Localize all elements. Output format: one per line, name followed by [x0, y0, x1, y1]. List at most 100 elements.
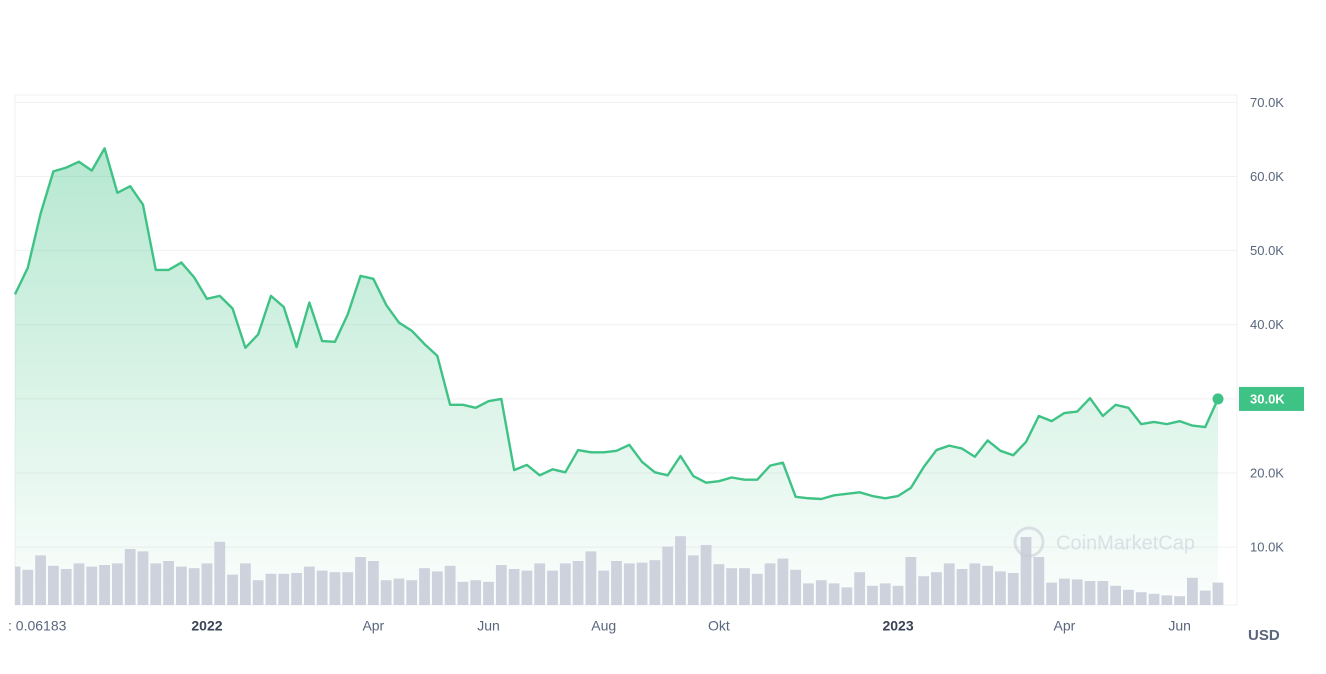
volume-bar: [1033, 557, 1045, 605]
volume-bar: [73, 563, 85, 605]
volume-bar: [201, 563, 213, 605]
volume-bar: [188, 568, 200, 605]
volume-bar: [124, 549, 136, 605]
volume-bar: [35, 555, 46, 605]
volume-bar: [1187, 577, 1198, 605]
volume-bar: [572, 561, 584, 605]
volume-bar: [918, 576, 930, 605]
volume-bar: [99, 565, 110, 605]
volume-bar: [777, 558, 789, 605]
volume-bar: [700, 545, 712, 605]
volume-bar: [943, 563, 955, 605]
volume-bar: [1110, 585, 1122, 605]
volume-bar: [726, 568, 738, 605]
volume-bar: [1199, 590, 1211, 605]
volume-bar: [1148, 593, 1160, 605]
volume-bar: [150, 563, 162, 605]
volume-bar: [598, 570, 610, 605]
volume-bar: [111, 563, 123, 605]
volume-layer: [15, 536, 1224, 605]
y-tick-label: 40.0K: [1250, 317, 1284, 332]
volume-bar: [969, 563, 981, 605]
volume-bar: [495, 565, 507, 605]
axis-layer: 10.0K 20.0K 30.0K 40.0K 50.0K 60.0K 70.0K: 0.0…: [8, 95, 1304, 634]
x-tick-label: Jun: [477, 618, 500, 634]
volume-bar: [1059, 578, 1070, 605]
x-tick-label: Jun: [1168, 618, 1191, 634]
volume-bar: [547, 570, 558, 605]
volume-bar: [252, 580, 264, 605]
volume-bar: [419, 568, 430, 605]
watermark-text: CoinMarketCap: [1056, 532, 1195, 554]
volume-bar: [483, 581, 494, 605]
volume-bar: [713, 564, 725, 605]
volume-bar: [470, 580, 482, 605]
x-tick-label: 2022: [191, 618, 222, 634]
volume-bar: [1135, 592, 1147, 605]
volume-bar: [342, 572, 354, 605]
volume-bar: [739, 568, 750, 605]
volume-bar: [841, 587, 853, 605]
currency-label: USD: [1248, 627, 1280, 644]
x-tick-label: Apr: [1054, 618, 1076, 634]
volume-bar: [1097, 581, 1109, 605]
x-tick-label: Apr: [362, 618, 384, 634]
x-tick-label: Okt: [708, 618, 730, 634]
volume-bar: [751, 573, 763, 605]
volume-bar: [1084, 581, 1096, 605]
volume-bar: [291, 573, 302, 605]
volume-bar: [892, 585, 904, 605]
volume-bar: [175, 566, 187, 605]
volume-bar: [457, 581, 469, 605]
price-line: [13, 147, 1220, 501]
volume-bar: [1174, 596, 1186, 605]
volume-bar: [636, 562, 648, 605]
y-tick-label: 30.0K: [1250, 391, 1285, 406]
volume-bar: [393, 578, 405, 605]
volume-bar: [828, 583, 840, 605]
volume-bar: [1123, 589, 1134, 605]
volume-bar: [15, 566, 21, 605]
volume-bar: [559, 563, 571, 605]
y-tick-label: 50.0K: [1250, 243, 1284, 258]
volume-bar: [380, 580, 392, 605]
volume-bar: [867, 585, 878, 605]
volume-bar: [227, 574, 238, 605]
volume-bar: [239, 563, 251, 605]
volume-bar: [22, 569, 34, 605]
area-fill: [15, 148, 1218, 605]
watermark-logo: [1013, 526, 1045, 558]
volume-bar: [662, 546, 674, 605]
volume-bar: [1020, 537, 1032, 605]
volume-bar: [163, 561, 174, 605]
volume-bar: [534, 563, 546, 605]
y-tick-label: 60.0K: [1250, 169, 1284, 184]
volume-bar: [137, 551, 149, 605]
volume-bar: [60, 569, 72, 605]
volume-bar: [47, 565, 59, 605]
volume-bar: [675, 536, 686, 605]
volume-bar: [931, 572, 942, 605]
y-tick-label: 10.0K: [1250, 540, 1284, 555]
volume-bar: [406, 580, 418, 605]
x-tick-label: : 0.06183: [8, 618, 67, 634]
volume-bar: [956, 569, 968, 605]
volume-bar: [803, 583, 814, 605]
volume-bar: [982, 565, 994, 605]
x-tick-label: Aug: [591, 618, 616, 634]
volume-bar: [444, 565, 456, 605]
line-layer: [13, 147, 1224, 501]
volume-bar: [265, 573, 277, 605]
volume-bar: [278, 573, 290, 605]
volume-bar: [1212, 582, 1224, 605]
volume-bar: [329, 572, 341, 605]
volume-bar: [1007, 573, 1019, 605]
volume-bar: [1046, 582, 1058, 605]
volume-bar: [508, 569, 520, 605]
volume-bar: [790, 569, 802, 605]
volume-bar: [687, 555, 699, 605]
area-layer: [15, 148, 1218, 605]
volume-bar: [521, 570, 533, 605]
